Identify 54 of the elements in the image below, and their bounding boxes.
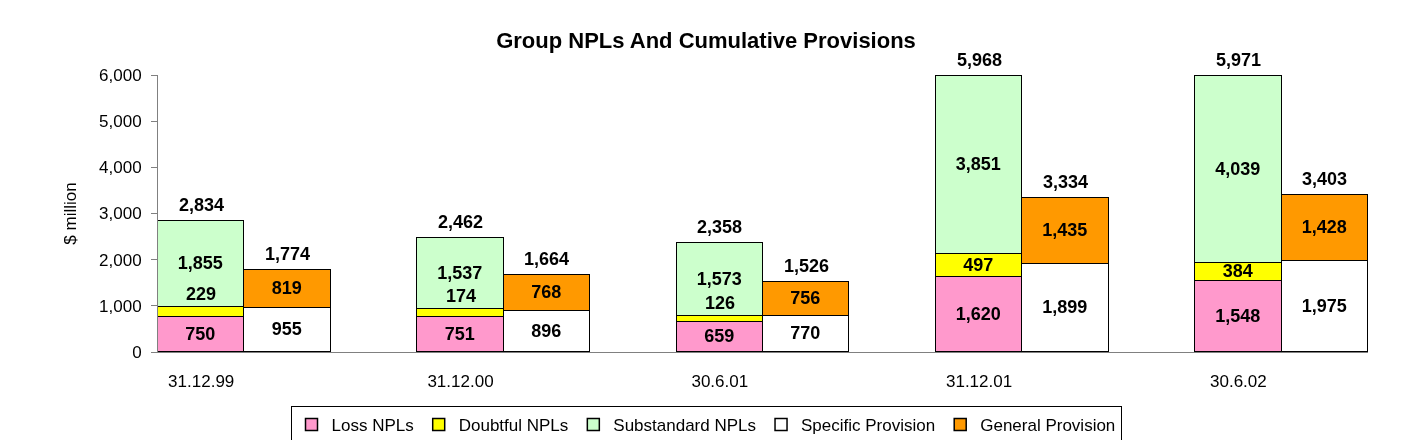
data-label: 819 [271,278,302,299]
total-label: 1,664 [524,249,570,269]
y-tick-label: 4,000 [99,158,142,178]
y-tick-label: 6,000 [99,65,142,85]
total-label: 5,968 [957,50,1003,70]
data-label: 1,620 [955,303,1001,324]
y-tick-label: 5,000 [99,112,142,132]
data-label: 770 [790,323,821,344]
data-label: 4,039 [1215,158,1261,179]
y-axis-title: $ million [60,182,80,245]
data-label: 497 [963,254,994,275]
legend-label: Substandard NPLs [613,416,757,436]
total-label: 3,334 [1043,172,1089,192]
y-tick-label: 3,000 [99,204,142,224]
y-tick-label: 1,000 [99,296,142,316]
data-label: 3,851 [955,154,1001,175]
data-label: 896 [531,320,562,341]
total-label: 5,971 [1216,50,1262,70]
data-label: 1,899 [1042,297,1088,318]
data-label: 1,573 [696,268,742,289]
data-label: 1,975 [1301,295,1347,316]
x-tick-label: 31.12.99 [168,372,235,392]
data-label: 750 [185,323,216,344]
x-tick-label: 30.6.01 [691,372,749,392]
x-tick-label: 31.12.00 [427,372,494,392]
total-label: 1,774 [265,244,311,264]
data-label: 229 [186,284,217,304]
legend-label: General Provision [980,416,1116,436]
data-label: 384 [1222,261,1253,282]
data-label: 659 [704,326,735,347]
data-label: 756 [790,288,821,309]
data-label: 1,435 [1042,220,1088,241]
data-label: 1,548 [1215,305,1261,326]
total-label: 2,834 [179,195,225,215]
total-label: 2,462 [438,212,484,232]
data-label: 751 [444,323,475,344]
x-tick-label: 30.6.02 [1209,372,1267,392]
data-label: 955 [271,319,302,340]
legend-label: Doubtful NPLs [458,416,569,436]
total-label: 1,526 [784,256,830,276]
data-label: 1,537 [437,262,483,283]
chart-title: Group NPLs And Cumulative Provisions [496,27,916,53]
y-tick-label: 2,000 [99,250,142,270]
y-tick-label: 0 [132,342,142,362]
data-label: 1,855 [177,253,223,274]
legend-label: Loss NPLs [331,416,414,436]
total-label: 3,403 [1302,169,1348,189]
data-label: 768 [531,282,562,303]
total-label: 2,358 [697,217,743,237]
data-label: 126 [705,293,736,313]
legend-label: Specific Provision [801,416,936,436]
x-tick-label: 31.12.01 [945,372,1013,392]
data-label: 174 [446,286,477,306]
data-label: 1,428 [1301,217,1347,238]
